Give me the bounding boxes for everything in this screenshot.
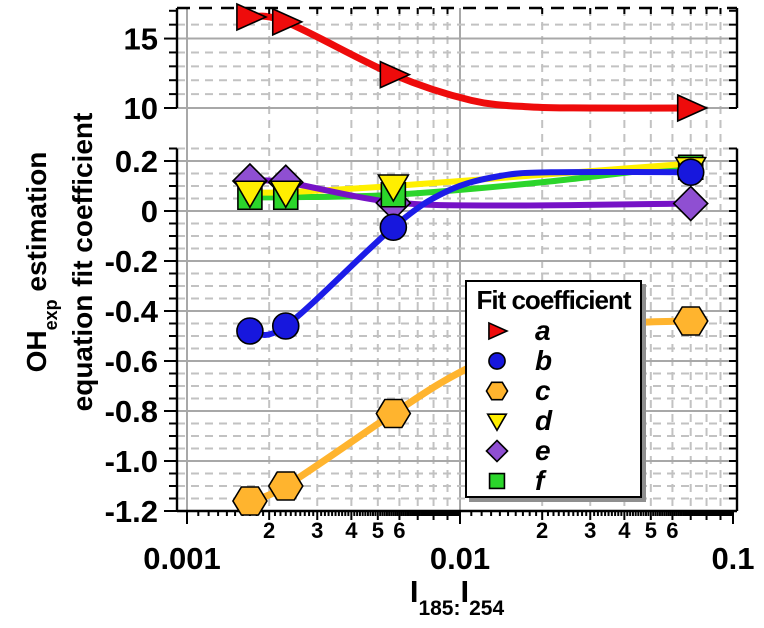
legend-marker-b [488, 352, 506, 370]
legend-marker-square-icon [488, 472, 506, 490]
y-title-line1: OHexp estimation [21, 151, 61, 373]
x-minor-tick-label: 2 [536, 518, 548, 543]
legend-marker-diamond-icon [485, 439, 509, 463]
y-axis-title: OHexp estimation equation fit coefficient [10, 2, 110, 522]
y-tick-label--1.2: -1.2 [105, 494, 158, 529]
x-tick-label-0.1: 0.1 [711, 541, 754, 576]
marker-d-1 [269, 180, 303, 209]
x-title-subscript-254: 254 [469, 597, 505, 621]
legend-marker-d [486, 413, 508, 432]
y-tick-label-top-10: 10 [124, 91, 158, 126]
x-minor-tick-label: 6 [393, 518, 405, 543]
x-tick-label-0.01: 0.01 [430, 541, 490, 576]
marker-e-3 [672, 185, 709, 222]
x-axis-title: I185:I254 [409, 574, 505, 621]
legend-marker-c [485, 381, 509, 401]
legend-entry-c: c [467, 375, 640, 406]
series-markers [231, 2, 709, 516]
legend-label-a: a [535, 315, 551, 346]
legend-entry-e: e [467, 435, 640, 466]
y-title-line2: equation fit coefficient [67, 112, 98, 412]
legend-marker-f [488, 472, 506, 490]
x-minor-tick-label: 3 [311, 518, 323, 543]
legend-marker-circle-icon [488, 352, 506, 370]
marker-c-3 [672, 306, 709, 336]
marker-c-0 [231, 486, 268, 516]
legend-label-f: f [535, 465, 545, 496]
gridlines [177, 8, 737, 511]
x-minor-tick-label: 6 [666, 518, 678, 543]
legend-entry-f: f [467, 465, 640, 496]
marker-c-2 [375, 398, 412, 429]
axes [164, 6, 739, 524]
marker-b-0 [236, 317, 264, 345]
tick-labels: 15 10 0.2 0 -0.2 -0.4 -0.6 -0.8 -1.0 -1.2 0.001 0.0… [105, 22, 755, 576]
x-tick-label-0.001: 0.001 [143, 541, 221, 576]
y-tick-label--1.0: -1.0 [105, 444, 158, 479]
legend-marker-hexagon-icon [485, 381, 509, 401]
y-tick-label-top-15: 15 [124, 22, 158, 57]
marker-b-1 [271, 312, 300, 340]
y-tick-label-0: 0 [141, 194, 158, 229]
legend-label-c: c [535, 375, 551, 406]
marker-a-0 [236, 2, 268, 32]
y-tick-label--0.2: -0.2 [105, 244, 158, 279]
marker-d-0 [233, 180, 267, 209]
y-tick-label--0.6: -0.6 [105, 344, 158, 379]
marker-a-2 [379, 60, 412, 89]
y-tick-label-0.2: 0.2 [115, 144, 158, 179]
marker-b-2 [379, 213, 408, 242]
legend-label-e: e [535, 435, 551, 466]
y-tick-label--0.4: -0.4 [105, 294, 159, 329]
marker-d-2 [376, 174, 410, 203]
legend-marker-e [485, 439, 509, 463]
marker-a-3 [676, 93, 709, 123]
x-minor-tick-label: 4 [618, 518, 631, 543]
legend-entry-b: b [467, 345, 640, 376]
legend-marker-triangle-right-icon [488, 321, 509, 341]
legend-label-d: d [535, 405, 553, 436]
x-minor-tick-label: 3 [584, 518, 596, 543]
y-title-subscript: exp [40, 299, 61, 331]
legend-entry-d: d [467, 405, 640, 436]
legend-entry-a: a [467, 315, 640, 346]
marker-a-1 [271, 7, 304, 37]
x-minor-tick-label: 5 [372, 518, 384, 543]
x-title-subscript-185: 185: [418, 597, 461, 621]
marker-b-3 [676, 158, 705, 187]
marker-c-1 [267, 471, 304, 501]
x-minor-tick-label: 2 [263, 518, 275, 543]
legend-title: Fit coefficient [476, 285, 631, 315]
legend-label-b: b [535, 345, 553, 376]
y-tick-label--0.8: -0.8 [105, 394, 158, 429]
legend-marker-triangle-down-icon [486, 413, 508, 432]
x-minor-tick-label: 4 [345, 518, 358, 543]
x-minor-tick-label: 5 [645, 518, 657, 543]
legend-marker-a [488, 321, 509, 341]
